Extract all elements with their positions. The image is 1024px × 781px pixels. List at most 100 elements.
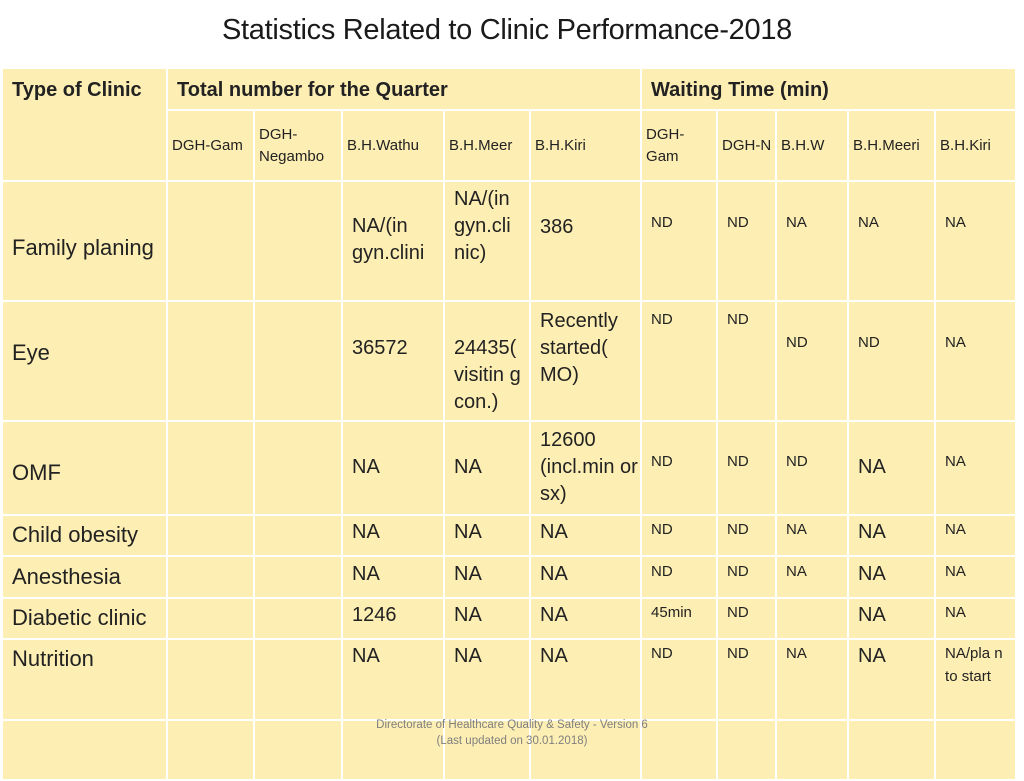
table-cell: NA bbox=[934, 420, 1018, 516]
table-cell: NA bbox=[847, 555, 937, 599]
table-cell: NA bbox=[443, 597, 531, 640]
table-cell bbox=[847, 719, 937, 781]
table-cell bbox=[166, 300, 255, 422]
table-cell: NA bbox=[934, 597, 1018, 640]
table-cell bbox=[253, 180, 343, 302]
table-cell: Recently started( MO) bbox=[528, 300, 643, 422]
table-cell: NA bbox=[934, 180, 1018, 302]
table-cell: NA bbox=[775, 180, 850, 302]
table-cell: ND bbox=[716, 300, 778, 422]
table-cell bbox=[253, 420, 343, 516]
table-cell: NA bbox=[775, 638, 850, 721]
table-cell: NA bbox=[443, 555, 531, 599]
subheader-cell: B.H.Wathu bbox=[341, 109, 445, 182]
row-label: Nutrition bbox=[1, 638, 168, 721]
table-cell bbox=[253, 300, 343, 422]
table-cell bbox=[775, 597, 850, 640]
row-label: Anesthesia bbox=[1, 555, 168, 599]
row-label: Child obesity bbox=[1, 514, 168, 557]
table-cell: ND bbox=[640, 300, 719, 422]
table-row: Child obesity NA NA NA ND ND NA NA NA bbox=[1, 514, 1018, 557]
table-cell: ND bbox=[775, 420, 850, 516]
table-cell bbox=[166, 597, 255, 640]
table-cell: 36572 bbox=[341, 300, 445, 422]
table-cell bbox=[775, 719, 850, 781]
footer-line: (Last updated on 30.01.2018) bbox=[436, 735, 588, 747]
table-cell: NA bbox=[341, 514, 445, 557]
row-label: OMF bbox=[1, 420, 168, 516]
table-cell: NA/pla n to start bbox=[934, 638, 1018, 721]
table-cell: ND bbox=[716, 180, 778, 302]
table-cell: ND bbox=[716, 555, 778, 599]
table-cell: NA bbox=[934, 555, 1018, 599]
table-cell: NA bbox=[443, 514, 531, 557]
table-cell: NA bbox=[847, 597, 937, 640]
footer-note: Directorate of Healthcare Quality & Safe… bbox=[300, 717, 724, 749]
subheader-cell: B.H.Meeri bbox=[847, 109, 937, 182]
subheader-cell: B.H.Kiri bbox=[934, 109, 1018, 182]
table-cell bbox=[253, 555, 343, 599]
table-row: OMF NA NA 12600 (incl.min or sx) ND ND N… bbox=[1, 420, 1018, 516]
table-cell: NA bbox=[847, 638, 937, 721]
header-type-of-clinic: Type of Clinic bbox=[1, 67, 168, 182]
table-cell: ND bbox=[640, 420, 719, 516]
table-cell: NA bbox=[934, 300, 1018, 422]
page-title: Statistics Related to Clinic Performance… bbox=[222, 14, 792, 46]
subheader-cell: B.H.Meer bbox=[443, 109, 531, 182]
table-cell bbox=[253, 514, 343, 557]
table-cell: 45min bbox=[640, 597, 719, 640]
table-cell bbox=[166, 420, 255, 516]
header-waiting-time: Waiting Time (min) bbox=[640, 67, 1018, 111]
row-label: Diabetic clinic bbox=[1, 597, 168, 640]
table-cell bbox=[934, 719, 1018, 781]
table-cell bbox=[166, 514, 255, 557]
table-cell: NA bbox=[443, 638, 531, 721]
table-cell: ND bbox=[716, 514, 778, 557]
table-cell: NA bbox=[341, 420, 445, 516]
table-cell bbox=[253, 597, 343, 640]
subheader-cell: DGH-Gam bbox=[166, 109, 255, 182]
footer-line: Directorate of Healthcare Quality & Safe… bbox=[376, 719, 648, 731]
table-cell: ND bbox=[775, 300, 850, 422]
table-cell bbox=[716, 719, 778, 781]
table-cell: 24435( visitin g con.) bbox=[443, 300, 531, 422]
table-cell: ND bbox=[640, 638, 719, 721]
table-cell bbox=[166, 180, 255, 302]
table-row: Anesthesia NA NA NA ND ND NA NA NA bbox=[1, 555, 1018, 599]
subheader-cell: DGH-Negambo bbox=[253, 109, 343, 182]
header-total-quarter: Total number for the Quarter bbox=[165, 67, 643, 111]
table-cell: 12600 (incl.min or sx) bbox=[528, 420, 643, 516]
clinic-stats-table: Type of Clinic Total number for the Quar… bbox=[1, 67, 1018, 781]
table-cell: NA bbox=[341, 638, 445, 721]
table-cell: NA bbox=[847, 180, 937, 302]
table-cell: NA/(in gyn.cli nic) bbox=[443, 180, 531, 302]
table-cell: NA bbox=[934, 514, 1018, 557]
table-cell: NA bbox=[847, 420, 937, 516]
table-row: Family planing NA/(in gyn.clini NA/(in g… bbox=[1, 180, 1018, 302]
table-cell: ND bbox=[716, 597, 778, 640]
table-cell: ND bbox=[847, 300, 937, 422]
table-cell bbox=[166, 638, 255, 721]
table-cell: NA bbox=[528, 638, 643, 721]
table-cell bbox=[166, 555, 255, 599]
row-label: Family planing bbox=[1, 180, 168, 302]
table-cell: ND bbox=[716, 638, 778, 721]
table-cell: NA bbox=[775, 555, 850, 599]
row-label: Eye bbox=[1, 300, 168, 422]
table-cell: ND bbox=[640, 180, 719, 302]
table-cell: ND bbox=[640, 514, 719, 557]
table-cell: 1246 bbox=[341, 597, 445, 640]
subheader-cell: DGH-N bbox=[716, 109, 778, 182]
row-label bbox=[1, 719, 168, 781]
subheader-cell: DGH-Gam bbox=[640, 109, 719, 182]
table-cell bbox=[166, 719, 255, 781]
table-cell: NA bbox=[528, 597, 643, 640]
table-cell: NA bbox=[528, 555, 643, 599]
table-cell bbox=[253, 638, 343, 721]
table-cell: NA bbox=[847, 514, 937, 557]
subheader-cell: B.H.W bbox=[775, 109, 850, 182]
table-cell: NA/(in gyn.clini bbox=[341, 180, 445, 302]
table-row: Diabetic clinic 1246 NA NA 45min ND NA N… bbox=[1, 597, 1018, 640]
table-cell: 386 bbox=[528, 180, 643, 302]
table-cell: NA bbox=[443, 420, 531, 516]
